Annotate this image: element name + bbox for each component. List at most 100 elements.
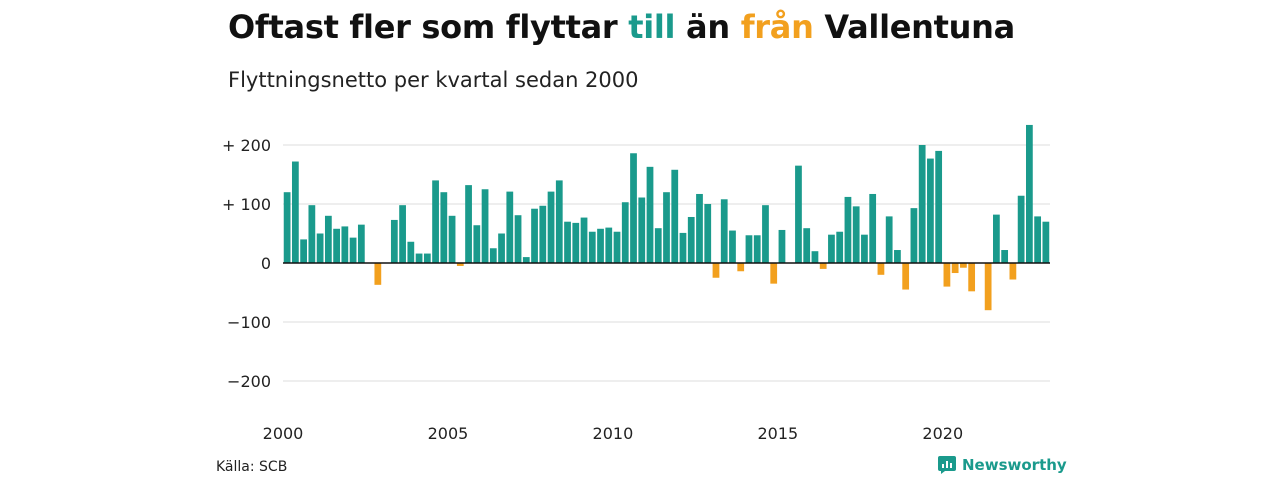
bar xyxy=(613,231,621,263)
bar xyxy=(861,234,868,263)
title-till: till xyxy=(628,8,676,46)
x-tick-label: 2000 xyxy=(263,424,304,443)
x-tick-label: 2010 xyxy=(593,424,634,443)
bar xyxy=(588,231,596,263)
bar xyxy=(390,219,398,263)
bar xyxy=(349,237,357,263)
bar xyxy=(399,205,406,263)
bar xyxy=(663,192,670,263)
bar xyxy=(580,217,588,263)
bar xyxy=(638,197,646,263)
x-tick-label: 2005 xyxy=(428,424,469,443)
bar xyxy=(993,214,1000,263)
source-label: Källa: SCB xyxy=(216,459,288,475)
x-tick-label: 2015 xyxy=(757,424,798,443)
bar xyxy=(687,216,695,263)
bar xyxy=(555,180,563,263)
bar xyxy=(465,185,472,263)
bar xyxy=(729,230,736,263)
y-tick-label: + 100 xyxy=(222,195,271,214)
bar xyxy=(316,233,324,263)
bar xyxy=(539,205,547,263)
bar xyxy=(572,222,580,263)
bar xyxy=(679,232,687,263)
bar xyxy=(745,235,753,263)
bar xyxy=(712,263,720,278)
bar xyxy=(605,227,613,263)
bar xyxy=(1042,221,1050,263)
y-tick-label: + 200 xyxy=(222,136,271,155)
bar xyxy=(333,228,340,263)
bar xyxy=(770,263,778,284)
bar xyxy=(506,191,514,263)
bar xyxy=(564,221,571,263)
y-tick-label: 0 xyxy=(261,254,271,273)
bar xyxy=(621,202,629,263)
bar xyxy=(357,224,365,263)
bar xyxy=(696,193,703,263)
bar xyxy=(811,251,819,263)
bar xyxy=(951,263,959,274)
bar xyxy=(984,263,992,311)
bar xyxy=(547,191,555,263)
bar xyxy=(630,153,637,263)
bar xyxy=(894,250,901,263)
title-part-2: än xyxy=(675,8,741,46)
bar xyxy=(1017,195,1025,263)
y-tick-label: −100 xyxy=(227,313,271,332)
bar xyxy=(522,257,530,263)
x-tick-label: 2020 xyxy=(922,424,963,443)
bar xyxy=(778,229,786,263)
bar xyxy=(918,145,926,263)
bar xyxy=(654,228,662,263)
title-part-1: Oftast fler som flyttar xyxy=(228,8,629,46)
bar xyxy=(803,228,811,263)
bar xyxy=(473,225,481,263)
bar xyxy=(531,208,538,263)
bar xyxy=(960,263,967,268)
bar xyxy=(440,192,448,263)
newsworthy-icon xyxy=(938,456,956,474)
title-fran: från xyxy=(740,8,814,46)
bar xyxy=(407,241,415,263)
bar xyxy=(704,204,712,263)
bar xyxy=(308,205,316,263)
bar xyxy=(836,231,844,263)
bar xyxy=(283,192,291,263)
bar xyxy=(300,239,307,263)
bar xyxy=(423,253,431,263)
bar xyxy=(935,150,943,263)
bar xyxy=(646,166,654,263)
title-part-3: Vallentuna xyxy=(813,8,1015,46)
bar xyxy=(762,205,769,263)
y-tick-label: −200 xyxy=(227,372,271,391)
bar xyxy=(852,206,860,263)
chart-title: Oftast fler som flyttar till än från Val… xyxy=(228,8,1015,46)
bar xyxy=(927,158,934,263)
newsworthy-logo: Newsworthy xyxy=(938,456,1067,474)
bar xyxy=(1034,216,1042,263)
bar xyxy=(844,196,852,263)
bar xyxy=(1001,250,1009,263)
bar xyxy=(753,235,761,263)
bar xyxy=(456,263,464,266)
bar xyxy=(902,263,910,290)
bar xyxy=(795,165,802,263)
bar xyxy=(1026,124,1033,263)
bar xyxy=(1009,263,1017,280)
bar-chart: + 200 + 100 0 −100 −200 2000 2005 2010 2015 2020 xyxy=(222,124,1050,443)
bar xyxy=(448,215,456,263)
bar xyxy=(324,215,332,263)
chart-subtitle: Flyttningsnetto per kvartal sedan 2000 xyxy=(228,68,639,92)
bar xyxy=(671,169,679,263)
bar xyxy=(498,233,505,263)
bar xyxy=(943,263,951,287)
bar xyxy=(415,253,423,263)
bar xyxy=(291,161,299,263)
bar xyxy=(481,189,489,263)
bar xyxy=(910,208,918,263)
bar xyxy=(374,263,382,285)
brand-name: Newsworthy xyxy=(962,456,1067,474)
bar xyxy=(968,263,976,292)
bar xyxy=(489,248,497,263)
